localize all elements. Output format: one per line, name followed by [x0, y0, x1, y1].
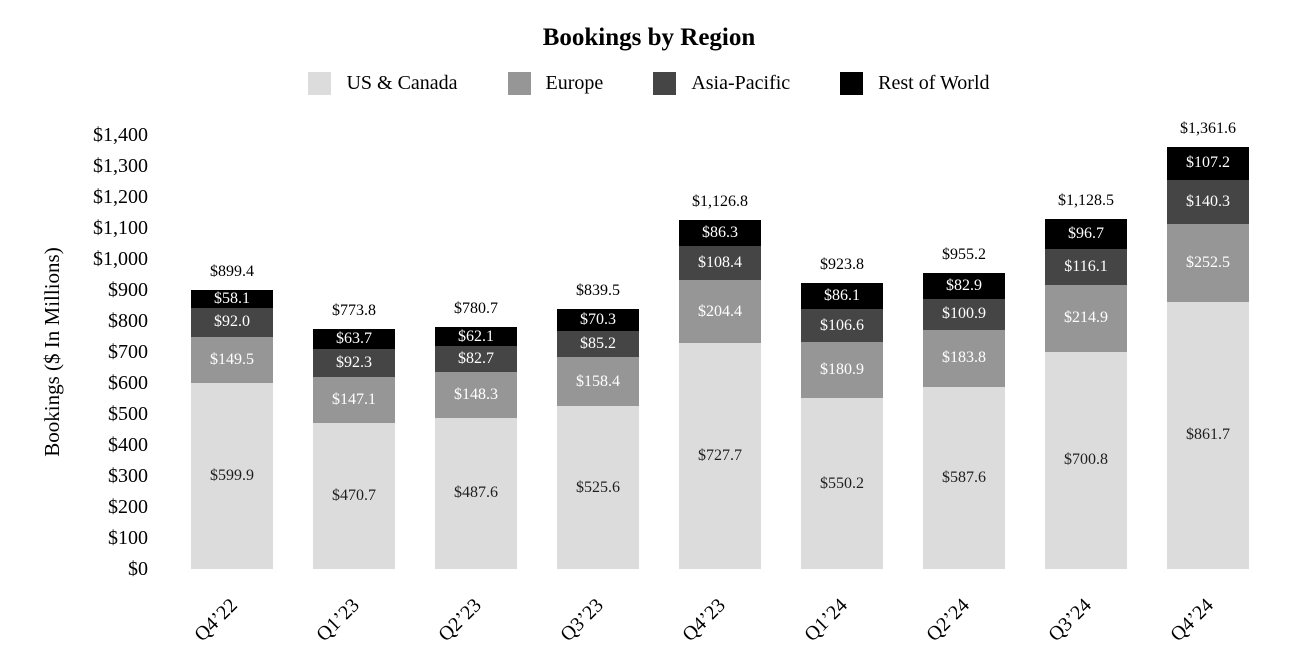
bar-segment-europe: $149.5 — [191, 336, 273, 384]
y-tick-label: $200 — [108, 496, 148, 518]
bar-segment-us-canada: $487.6 — [435, 417, 517, 569]
x-axis-label: Q4’23 — [678, 594, 730, 646]
bar-segment-asia-pacific: $92.3 — [313, 348, 395, 378]
bar-segment-us-canada: $525.6 — [557, 406, 639, 569]
bar-total-label: $839.5 — [576, 281, 620, 299]
bar-total-label: $955.2 — [942, 245, 986, 263]
bar-total-label: $923.8 — [820, 255, 864, 273]
bar-segment-asia-pacific: $106.6 — [801, 309, 883, 343]
bar-segment-europe: $252.5 — [1167, 223, 1249, 302]
bar-segment-asia-pacific: $100.9 — [923, 298, 1005, 330]
bar-segment-rest-of-world: $86.1 — [801, 282, 883, 310]
bar-segment-europe: $148.3 — [435, 371, 517, 418]
y-tick-label: $1,400 — [93, 124, 148, 146]
bar-segment-asia-pacific: $116.1 — [1045, 249, 1127, 286]
legend-swatch-3 — [840, 72, 864, 95]
legend: US & Canada Europe Asia-Pacific Rest of Wor… — [0, 72, 1298, 95]
bar-segment-asia-pacific: $92.0 — [191, 308, 273, 337]
y-tick-label: $900 — [108, 279, 148, 301]
y-tick-label: $0 — [128, 558, 148, 580]
bar-segment-us-canada: $700.8 — [1045, 351, 1127, 569]
bar-segment-rest-of-world: $58.1 — [191, 290, 273, 309]
y-tick-label: $1,200 — [93, 186, 148, 208]
bar-segment-us-canada: $470.7 — [313, 423, 395, 569]
bar-segment-us-canada: $550.2 — [801, 398, 883, 569]
bar-segment-europe: $214.9 — [1045, 285, 1127, 352]
y-tick-label: $1,100 — [93, 217, 148, 239]
bar-segment-europe: $158.4 — [557, 356, 639, 407]
legend-item-1: Europe — [507, 72, 604, 95]
y-tick-label: $800 — [108, 310, 148, 332]
y-tick-label: $1,000 — [93, 248, 148, 270]
bar-segment-europe: $180.9 — [801, 342, 883, 399]
x-axis-label: Q3’23 — [556, 594, 608, 646]
y-tick-label: $1,300 — [93, 155, 148, 177]
bar-segment-rest-of-world: $107.2 — [1167, 146, 1249, 181]
x-axis-label: Q3’24 — [1044, 594, 1096, 646]
legend-item-0: US & Canada — [308, 72, 458, 95]
bar-segment-asia-pacific: $140.3 — [1167, 180, 1249, 224]
bar-segment-asia-pacific: $85.2 — [557, 330, 639, 357]
bar-segment-europe: $183.8 — [923, 329, 1005, 387]
bar-segment-rest-of-world: $62.1 — [435, 326, 517, 347]
bar-segment-us-canada: $861.7 — [1167, 301, 1249, 569]
bar-segment-us-canada: $599.9 — [191, 383, 273, 569]
legend-label-0: US & Canada — [346, 72, 458, 94]
legend-item-2: Asia-Pacific — [653, 72, 790, 95]
bar-segment-asia-pacific: $108.4 — [679, 246, 761, 281]
chart-title: Bookings by Region — [542, 24, 756, 51]
bar-segment-rest-of-world: $86.3 — [679, 219, 761, 247]
legend-label-1: Europe — [545, 72, 604, 94]
bar-segment-europe: $147.1 — [313, 377, 395, 424]
bar-segment-rest-of-world: $63.7 — [313, 329, 395, 349]
bar-segment-us-canada: $727.7 — [679, 343, 761, 569]
bar-segment-asia-pacific: $82.7 — [435, 346, 517, 372]
bar-total-label: $773.8 — [332, 302, 376, 320]
legend-label-3: Rest of World — [878, 72, 990, 94]
bar-segment-rest-of-world: $96.7 — [1045, 219, 1127, 250]
legend-swatch-2 — [653, 72, 677, 95]
y-tick-label: $600 — [108, 372, 148, 394]
legend-swatch-1 — [507, 72, 531, 95]
y-tick-label: $100 — [108, 527, 148, 549]
bar-total-label: $1,128.5 — [1058, 192, 1114, 210]
bar-segment-us-canada: $587.6 — [923, 386, 1005, 569]
bar-total-label: $1,126.8 — [692, 192, 748, 210]
legend-label-2: Asia-Pacific — [691, 72, 791, 94]
legend-swatch-0 — [308, 72, 332, 95]
x-axis-label: Q2’23 — [434, 594, 486, 646]
x-axis-label: Q1’23 — [312, 594, 364, 646]
bar-segment-rest-of-world: $82.9 — [923, 272, 1005, 299]
y-tick-label: $700 — [108, 341, 148, 363]
bar-total-label: $899.4 — [210, 263, 254, 281]
x-axis-label: Q4’22 — [190, 594, 242, 646]
bar-segment-rest-of-world: $70.3 — [557, 308, 639, 331]
bar-total-label: $1,361.6 — [1180, 119, 1236, 137]
x-axis-label: Q1’24 — [800, 594, 852, 646]
x-axis-label: Q2’24 — [922, 594, 974, 646]
bar-segment-europe: $204.4 — [679, 280, 761, 344]
y-tick-label: $400 — [108, 434, 148, 456]
legend-item-3: Rest of World — [840, 72, 990, 95]
y-tick-label: $300 — [108, 465, 148, 487]
y-tick-label: $500 — [108, 403, 148, 425]
bar-total-label: $780.7 — [454, 299, 498, 317]
x-axis-label: Q4’24 — [1166, 594, 1218, 646]
